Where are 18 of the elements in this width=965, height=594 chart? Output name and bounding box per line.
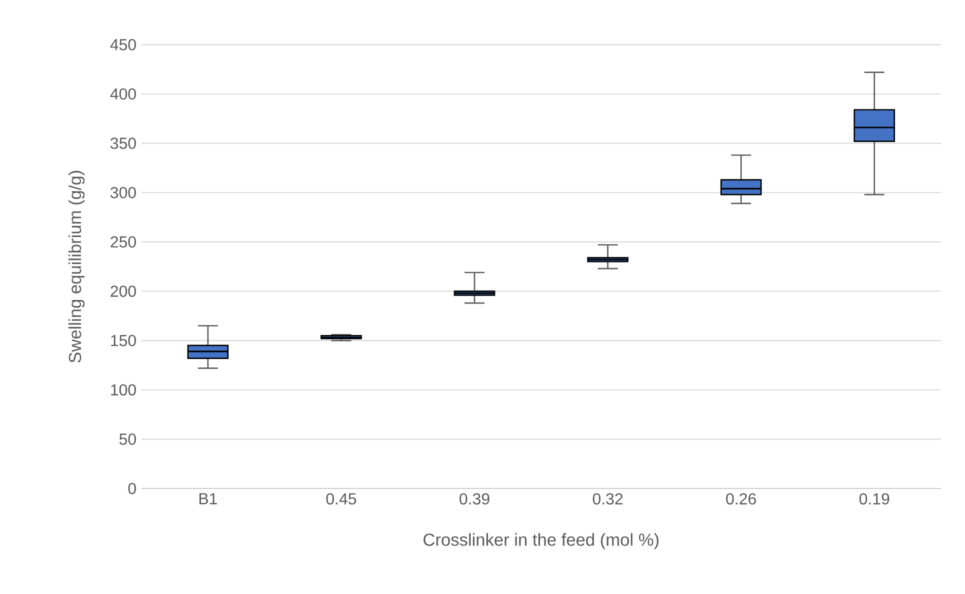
y-tick-label: 50	[119, 434, 136, 445]
y-tick-label: 300	[110, 187, 136, 198]
x-axis-title: Crosslinker in the feed (mol %)	[424, 533, 658, 550]
y-tick-label: 250	[110, 236, 136, 248]
y-tick-label: 350	[110, 138, 136, 150]
y-tick-label: 200	[110, 286, 136, 297]
x-tick-label: 0.45	[326, 493, 356, 505]
y-tick-label: 0	[128, 482, 136, 494]
x-tick-label: 0.26	[726, 493, 756, 505]
y-tick-label: 400	[110, 88, 136, 100]
y-tick-label: 100	[111, 384, 136, 396]
x-tick-label: 0.19	[859, 493, 890, 505]
x-tick-label: 0.39	[460, 493, 490, 505]
y-tick-label: 450	[110, 39, 136, 50]
x-tick-label: B1	[199, 493, 217, 504]
x-tick-label: 0.32	[592, 493, 623, 505]
y-tick-label: 150	[111, 334, 136, 346]
y-axis-title: Swelling equilibrium (g/g)	[68, 171, 85, 363]
